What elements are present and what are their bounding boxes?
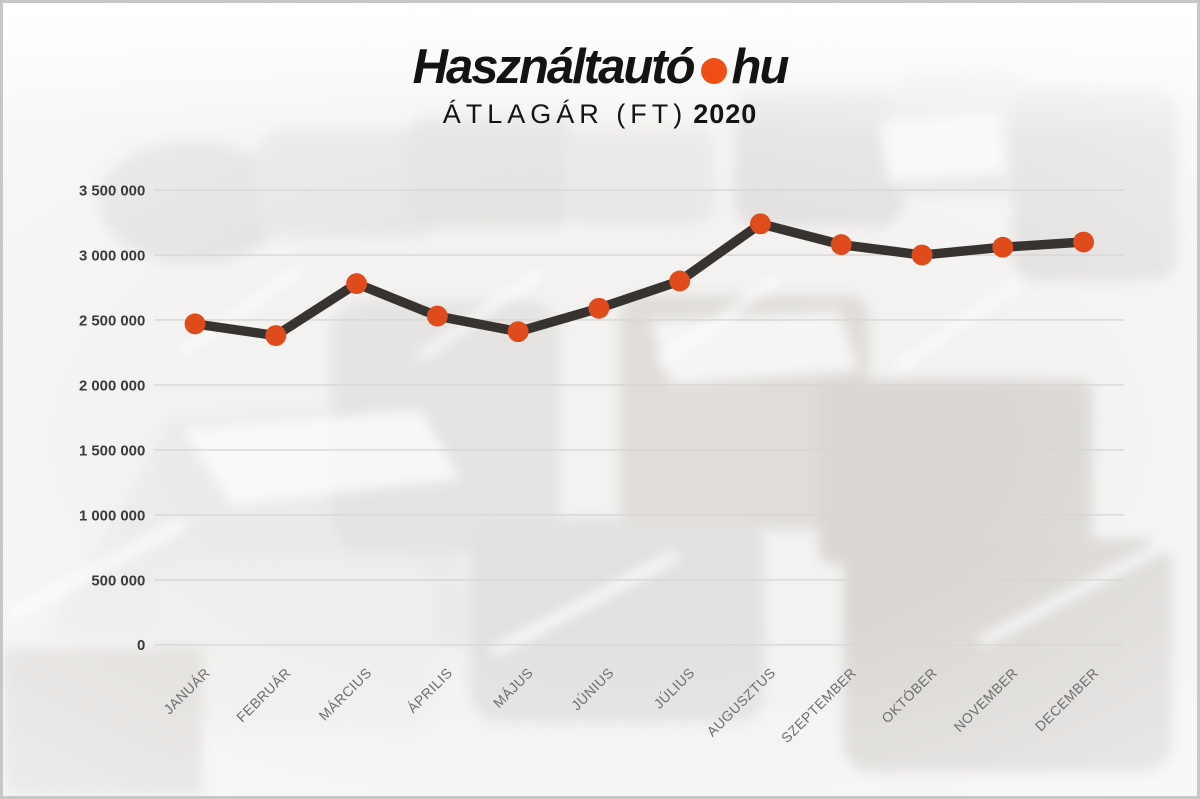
subtitle-label: ÁTLAGÁR (FT) <box>442 99 688 129</box>
data-point-február <box>265 325 287 347</box>
brand-name: Használtautó <box>412 40 696 94</box>
data-point-július <box>669 270 691 292</box>
x-axis-month-label: SZEPTEMBER <box>778 664 859 745</box>
brand-logo: Használtautó hu <box>3 43 1197 92</box>
y-axis-tick-label: 1 500 000 <box>79 442 145 459</box>
data-point-január <box>184 313 206 335</box>
y-axis-tick-label: 3 500 000 <box>79 183 145 200</box>
x-axis-month-label: OKTÓBER <box>878 664 940 726</box>
data-point-szeptember <box>830 234 852 256</box>
x-axis-month-label: MÁRCIUS <box>316 664 375 723</box>
brand-dot-icon <box>700 58 727 84</box>
data-point-június <box>588 297 610 319</box>
y-axis-tick-label: 0 <box>137 637 145 654</box>
y-axis-tick-label: 2 500 000 <box>79 312 145 329</box>
x-axis-month-label: JÚNIUS <box>568 664 617 713</box>
subtitle-year: 2020 <box>693 99 758 129</box>
data-point-november <box>992 236 1014 258</box>
y-axis-tick-label: 500 000 <box>91 572 145 589</box>
brand-tld: hu <box>731 40 790 94</box>
y-axis-tick-label: 3 000 000 <box>79 247 145 264</box>
price-line <box>190 219 1089 341</box>
y-axis-tick-label: 1 000 000 <box>79 507 145 524</box>
data-point-április <box>426 305 448 327</box>
data-point-március <box>346 273 368 295</box>
data-point-december <box>1073 231 1095 253</box>
data-point-május <box>507 321 529 343</box>
x-axis-month-label: NOVEMBER <box>950 664 1020 734</box>
data-point-október <box>911 244 933 266</box>
x-axis-month-label: JÚLIUS <box>650 664 697 711</box>
header: Használtautó hu ÁTLAGÁR (FT) 2020 <box>3 43 1197 128</box>
x-axis-month-label: AUGUSZTUS <box>703 664 778 739</box>
chart-subtitle: ÁTLAGÁR (FT) 2020 <box>3 101 1197 128</box>
x-axis-month-label: JANUÁR <box>160 664 213 717</box>
data-point-augusztus <box>750 213 771 235</box>
x-axis-month-label: DECEMBER <box>1032 664 1102 734</box>
x-axis-month-label: ÁPRILIS <box>404 664 455 715</box>
x-axis-month-label: MÁJUS <box>490 664 536 710</box>
y-axis-tick-label: 2 000 000 <box>79 377 145 394</box>
x-axis-month-label: FEBRUÁR <box>233 664 294 725</box>
